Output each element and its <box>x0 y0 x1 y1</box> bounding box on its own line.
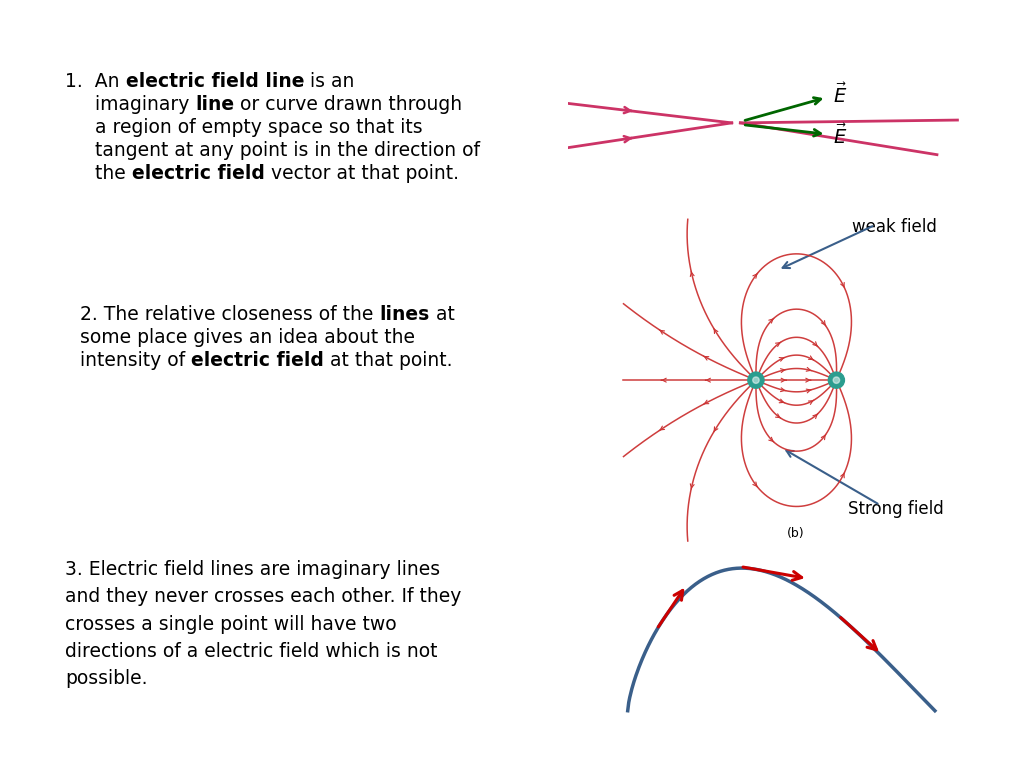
Text: 3. Electric field lines are imaginary lines
and they never crosses each other. I: 3. Electric field lines are imaginary li… <box>65 560 462 688</box>
Text: some place gives an idea about the: some place gives an idea about the <box>80 328 415 347</box>
Text: a region of empty space so that its: a region of empty space so that its <box>65 118 423 137</box>
Text: electric field: electric field <box>191 351 324 370</box>
Text: or curve drawn through: or curve drawn through <box>234 95 463 114</box>
Text: the: the <box>65 164 132 183</box>
Text: line: line <box>196 95 234 114</box>
Text: tangent at any point is in the direction of: tangent at any point is in the direction… <box>65 141 480 160</box>
Text: $\vec{E}$: $\vec{E}$ <box>833 124 847 148</box>
Text: at: at <box>430 305 455 324</box>
Text: lines: lines <box>379 305 430 324</box>
Text: imaginary: imaginary <box>65 95 196 114</box>
Circle shape <box>748 372 764 388</box>
Text: 1.  An: 1. An <box>65 72 126 91</box>
Text: 2. The relative closeness of the: 2. The relative closeness of the <box>80 305 379 324</box>
Circle shape <box>753 377 759 383</box>
Text: weak field: weak field <box>852 218 937 236</box>
Text: $\vec{E}$: $\vec{E}$ <box>833 83 847 108</box>
Text: electric field: electric field <box>132 164 264 183</box>
Circle shape <box>828 372 845 388</box>
Text: is an: is an <box>304 72 354 91</box>
Text: vector at that point.: vector at that point. <box>264 164 459 183</box>
Text: electric field line: electric field line <box>126 72 304 91</box>
Text: (b): (b) <box>787 527 805 540</box>
Text: Strong field: Strong field <box>848 500 944 518</box>
Text: at that point.: at that point. <box>324 351 453 370</box>
Circle shape <box>834 377 840 383</box>
Text: intensity of: intensity of <box>80 351 191 370</box>
